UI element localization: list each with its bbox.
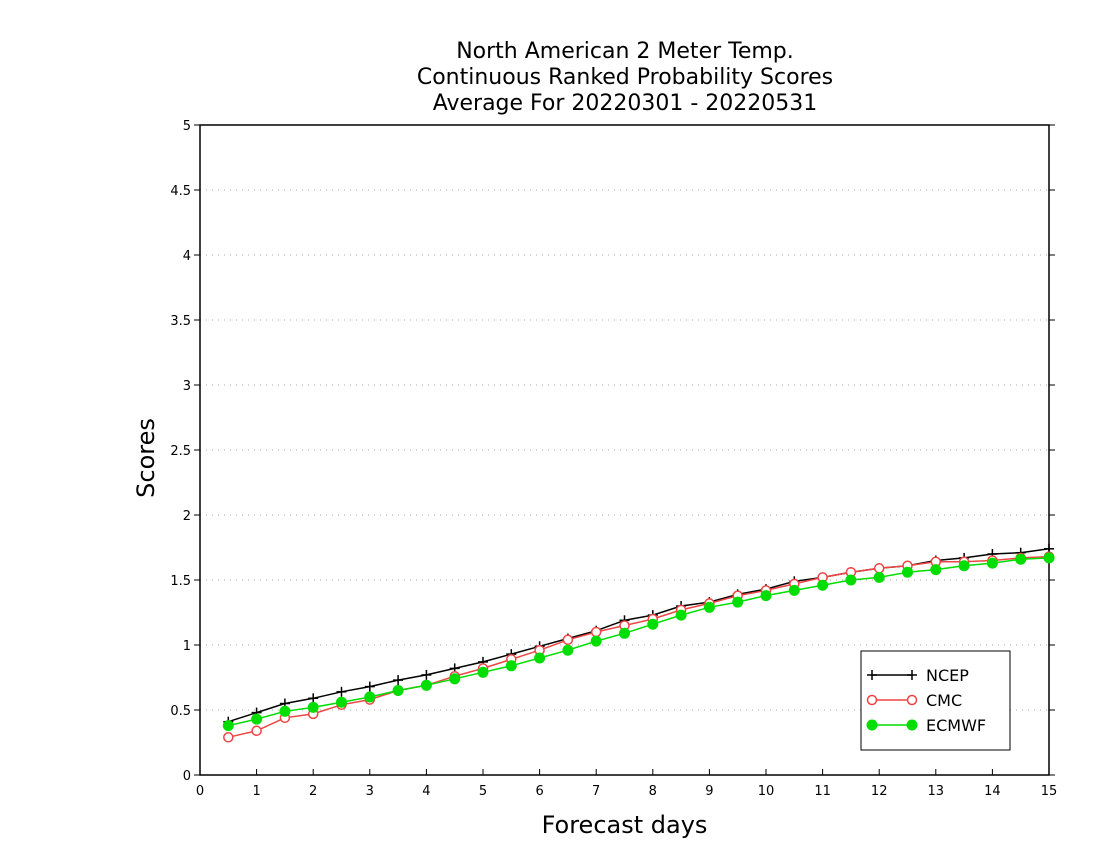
series-ecmwf <box>222 552 1055 732</box>
legend-label: ECMWF <box>926 716 986 735</box>
data-point <box>817 579 829 591</box>
data-point <box>788 584 800 596</box>
data-point <box>1043 552 1055 564</box>
x-tick-label: 9 <box>705 784 713 799</box>
legend: NCEP CMC ECMWF <box>860 650 1011 751</box>
data-point <box>873 563 885 574</box>
data-point <box>336 696 347 708</box>
data-point <box>845 574 857 586</box>
data-point <box>958 560 970 572</box>
data-point <box>251 725 262 737</box>
data-point <box>477 666 489 678</box>
legend-marker <box>866 694 878 706</box>
legend-item-ncep: NCEP <box>867 666 969 685</box>
data-point <box>930 564 942 576</box>
data-point <box>732 596 744 608</box>
y-tick-label: 3 <box>183 379 191 394</box>
legend-marker <box>907 670 917 680</box>
x-tick-label: 8 <box>649 784 657 799</box>
chart-title-line: Continuous Ranked Probability Scores <box>417 65 833 90</box>
data-point <box>421 669 432 680</box>
data-point <box>703 601 715 613</box>
data-point <box>393 675 404 686</box>
y-tick-label: 0.5 <box>170 704 191 719</box>
x-tick-label: 2 <box>309 784 317 799</box>
x-tick-label: 15 <box>1041 784 1058 799</box>
data-point <box>449 673 461 685</box>
x-tick-label: 10 <box>758 784 775 799</box>
data-point <box>590 626 602 638</box>
chart-title-line: North American 2 Meter Temp. <box>456 39 794 64</box>
x-axis-title: Forecast days <box>542 811 708 839</box>
x-tick-label: 13 <box>928 784 945 799</box>
series-group <box>222 543 1055 743</box>
legend-label: NCEP <box>926 666 969 685</box>
data-point <box>647 618 659 630</box>
data-point <box>873 571 885 583</box>
data-point <box>534 652 546 664</box>
legend-marker <box>906 694 918 706</box>
y-tick-label: 4.5 <box>170 184 191 199</box>
data-point <box>619 627 630 639</box>
legend-marker <box>906 719 918 731</box>
y-tick-label: 2.5 <box>170 444 191 459</box>
x-tick-label: 4 <box>422 784 430 799</box>
x-tick-label: 7 <box>592 784 600 799</box>
data-point <box>562 634 574 646</box>
legend-label: CMC <box>926 691 962 710</box>
chart-title-line: Average For 20220301 - 20220531 <box>433 91 818 116</box>
y-tick-label: 3.5 <box>170 314 191 329</box>
y-tick-label: 2 <box>183 509 191 524</box>
data-point <box>251 713 263 725</box>
y-tick-label: 1.5 <box>170 574 191 589</box>
data-point <box>307 701 319 713</box>
data-point <box>986 557 998 569</box>
data-point <box>222 720 234 732</box>
x-tick-label: 1 <box>252 784 260 799</box>
data-point <box>279 705 291 717</box>
data-point <box>392 685 404 696</box>
x-tick-label: 3 <box>366 784 374 799</box>
data-point <box>562 644 574 656</box>
chart-title: North American 2 Meter Temp.Continuous R… <box>417 39 833 116</box>
data-point <box>223 732 234 743</box>
y-tick-label: 4 <box>183 249 191 264</box>
data-point <box>420 679 432 691</box>
legend-marker <box>866 719 878 731</box>
legend-item-ecmwf: ECMWF <box>866 716 986 735</box>
data-point <box>308 693 319 704</box>
x-tick-label: 5 <box>479 784 487 799</box>
y-tick-label: 0 <box>183 769 191 784</box>
x-tick-label: 6 <box>535 784 543 799</box>
data-point <box>364 691 376 703</box>
x-tick-label: 12 <box>871 784 888 799</box>
data-point <box>364 681 375 692</box>
data-point <box>760 590 772 602</box>
x-tick-label: 0 <box>196 784 204 799</box>
y-tick-label: 1 <box>183 639 191 654</box>
x-tick-label: 11 <box>814 784 831 799</box>
data-point <box>902 566 913 578</box>
x-tick-label: 14 <box>984 784 1001 799</box>
y-tick-label: 5 <box>183 119 191 134</box>
y-axis-title: Scores <box>132 418 160 498</box>
legend-item-cmc: CMC <box>866 691 962 710</box>
axis-ticks: 0 1 2 3 4 5 6 7 8 9 10 11 12 13 14 1500.511.522.533.544… <box>170 119 1057 799</box>
legend-marker <box>867 670 877 680</box>
data-point <box>590 635 602 647</box>
data-point <box>1015 553 1027 565</box>
data-point <box>505 660 517 672</box>
data-point <box>675 609 687 621</box>
data-point <box>336 686 347 697</box>
